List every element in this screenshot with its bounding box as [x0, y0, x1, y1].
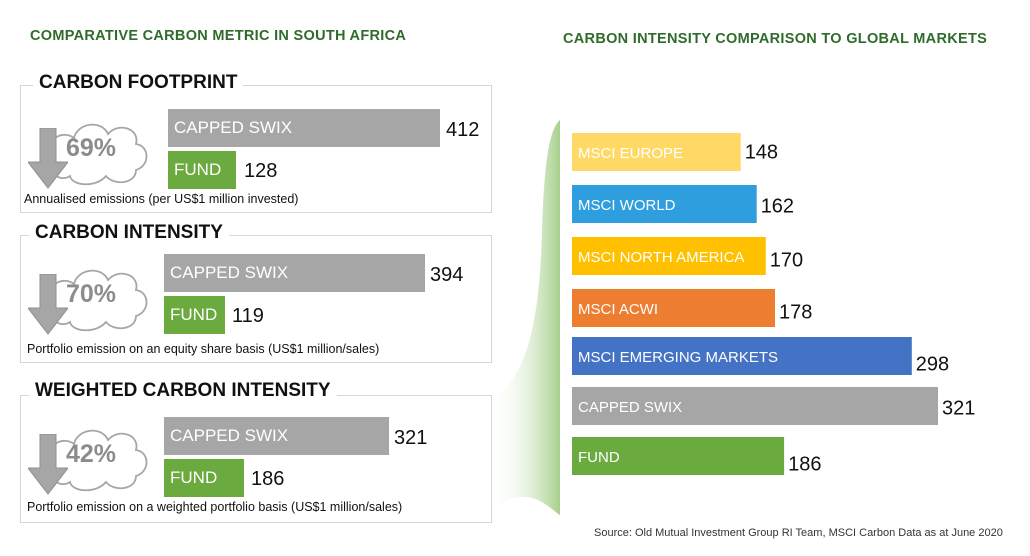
carbon-intensity-title: CARBON INTENSITY [29, 222, 229, 244]
right-section-title: CARBON INTENSITY COMPARISON TO GLOBAL MA… [563, 31, 988, 47]
capped-swix-value: 321 [394, 427, 428, 449]
bar-value: 321 [942, 397, 975, 419]
bar-capped-swix [572, 387, 938, 425]
bar-label: MSCI NORTH AMERICA [578, 249, 744, 266]
bar-msci-world [572, 185, 757, 223]
capped-swix-value: 412 [446, 119, 480, 141]
bar-fund [572, 437, 785, 475]
bar-value: 186 [788, 453, 821, 475]
left-section-title: COMPARATIVE CARBON METRIC IN SOUTH AFRIC… [30, 28, 407, 44]
bar-label: MSCI WORLD [578, 197, 676, 214]
fund-value: 119 [232, 305, 264, 327]
down-arrow-icon [28, 128, 68, 189]
carbon-footprint-title: CARBON FOOTPRINT [33, 72, 244, 94]
funnel-connector [490, 120, 560, 515]
bar-label: MSCI EUROPE [578, 145, 683, 162]
bar-label: CAPPED SWIX [578, 399, 682, 416]
bar-label: FUND [578, 449, 620, 466]
reduction-percent: 42% [66, 440, 117, 468]
fund-value: 128 [244, 160, 278, 182]
bar-msci-emerging-markets [572, 337, 912, 375]
weighted-carbon-intensity-title: WEIGHTED CARBON INTENSITY [29, 380, 337, 402]
bar-label: MSCI ACWI [578, 301, 658, 318]
panel-note: Annualised emissions (per US$1 million i… [24, 192, 299, 206]
bar-value: 178 [779, 301, 812, 323]
reduction-percent: 69% [66, 134, 117, 162]
bar-msci-north-america [572, 237, 766, 275]
down-arrow-icon [28, 274, 68, 335]
fund-bar: FUND [164, 296, 225, 334]
capped-swix-bar: CAPPED SWIX [164, 254, 425, 292]
panel-note: Portfolio emission on an equity share ba… [27, 342, 380, 356]
bar-value: 162 [761, 195, 794, 217]
source-note: Source: Old Mutual Investment Group RI T… [594, 527, 1003, 539]
fund-bar: FUND [164, 459, 244, 497]
down-arrow-icon [28, 434, 68, 495]
panel-note: Portfolio emission on a weighted portfol… [27, 500, 403, 514]
bar-value: 148 [745, 141, 778, 163]
fund-value: 186 [251, 468, 285, 490]
reduction-percent: 70% [66, 280, 117, 308]
bar-value: 298 [916, 353, 949, 375]
bar-msci-acwi [572, 289, 775, 327]
bar-value: 170 [770, 249, 803, 271]
capped-swix-bar: CAPPED SWIX [168, 109, 440, 147]
bar-msci-europe [572, 133, 741, 171]
capped-swix-value: 394 [430, 264, 464, 286]
capped-swix-bar: CAPPED SWIX [164, 417, 389, 455]
fund-bar: FUND [168, 151, 236, 189]
bar-label: MSCI EMERGING MARKETS [578, 349, 778, 366]
